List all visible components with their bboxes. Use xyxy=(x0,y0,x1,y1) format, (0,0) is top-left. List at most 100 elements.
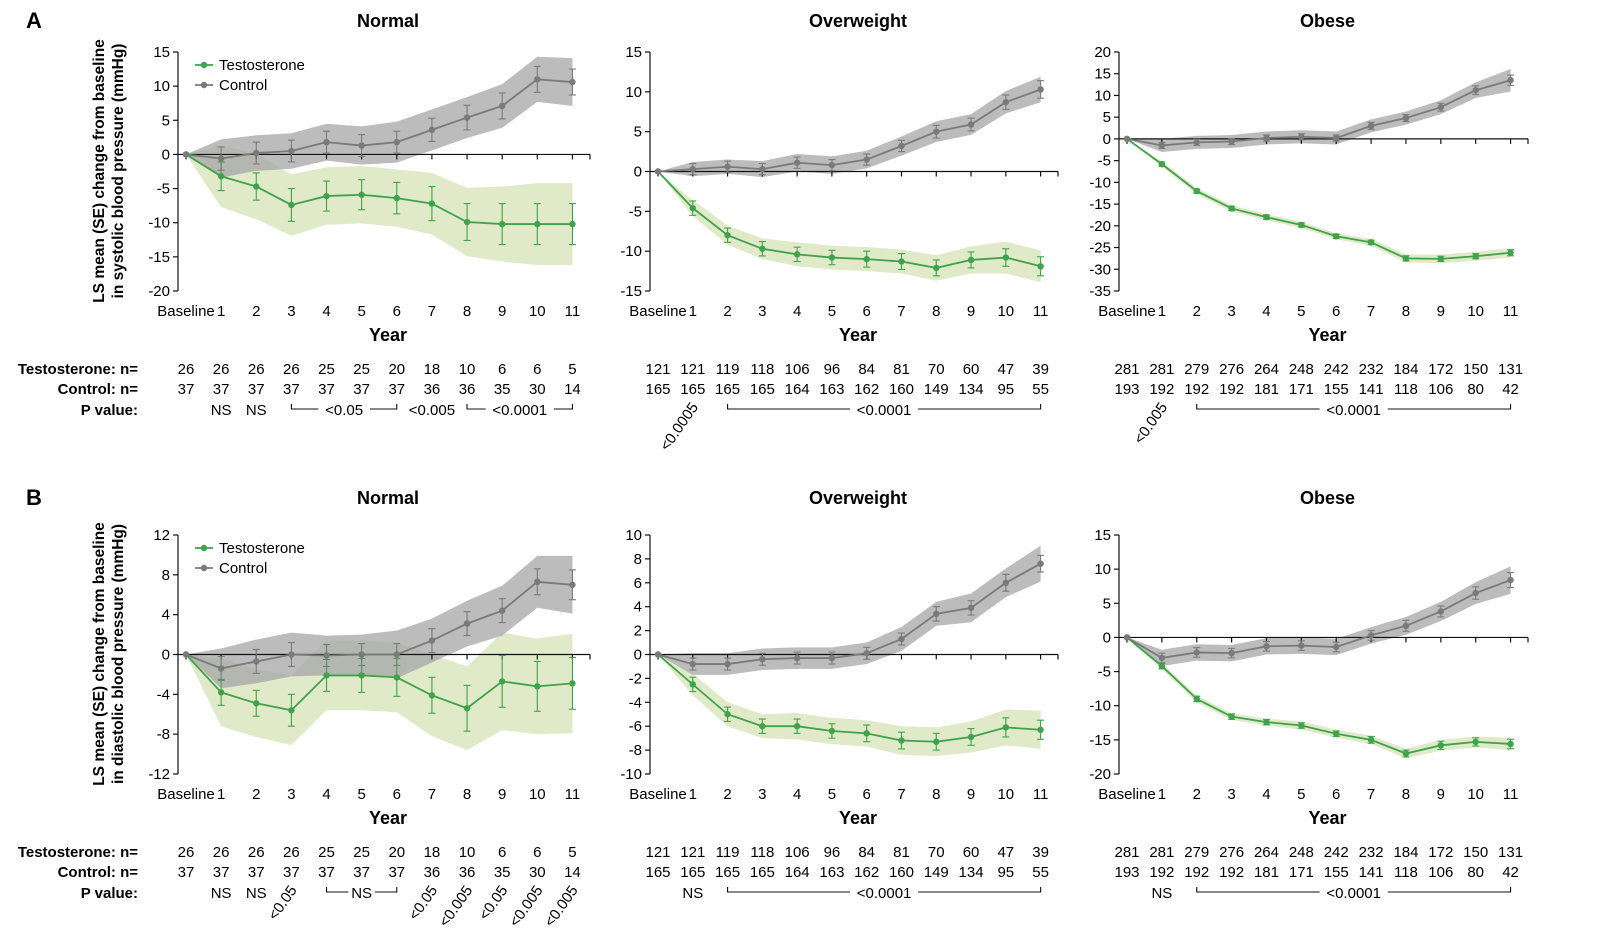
n-control: 165 xyxy=(645,381,670,398)
y-tick-label: 10 xyxy=(153,78,170,95)
x-tick-label: 6 xyxy=(393,303,401,320)
control-point xyxy=(1123,634,1131,641)
testosterone-point xyxy=(534,220,541,228)
y-tick-label: 4 xyxy=(162,607,170,624)
testosterone-point xyxy=(1472,253,1479,260)
control-se-band xyxy=(186,555,573,689)
control-point xyxy=(793,654,801,662)
y-tick-label: -20 xyxy=(148,283,170,300)
testosterone-point xyxy=(689,204,696,212)
n-testosterone: 281 xyxy=(1149,844,1174,861)
n-control: 164 xyxy=(785,864,810,881)
p-value-label: NS xyxy=(682,885,703,902)
x-tick-label: Baseline xyxy=(157,786,215,803)
n-control: 163 xyxy=(819,381,844,398)
x-tick-label: 4 xyxy=(793,303,801,320)
x-tick-label: 6 xyxy=(393,786,401,803)
n-control: 37 xyxy=(318,381,335,398)
n-control: 181 xyxy=(1254,864,1279,881)
legend-swatch-point xyxy=(200,544,208,552)
n-control: 80 xyxy=(1467,864,1484,881)
p-value-label: <0.0001 xyxy=(492,402,547,419)
n-testosterone: 25 xyxy=(318,844,335,861)
testosterone-point xyxy=(1193,187,1200,195)
testosterone-point xyxy=(828,727,836,735)
p-value-label: NS xyxy=(351,885,372,902)
testosterone-point xyxy=(1298,722,1305,729)
n-testosterone: 25 xyxy=(353,844,370,861)
x-tick-label: 5 xyxy=(828,303,836,320)
x-tick-label: 4 xyxy=(322,786,330,803)
testosterone-series-line xyxy=(185,653,573,712)
control-point xyxy=(323,652,330,659)
control-point xyxy=(1437,103,1445,111)
x-tick-label: 9 xyxy=(967,303,975,320)
testosterone-series-line xyxy=(1126,636,1511,755)
control-point xyxy=(863,650,870,657)
n-testosterone: 84 xyxy=(858,361,875,378)
testosterone-point xyxy=(1472,738,1479,746)
x-tick-label: 3 xyxy=(758,786,766,803)
n-control: 192 xyxy=(1219,381,1244,398)
subplot-overweight: Overweight -15 -10 -5 0 5 10 15 Baseline 1 2 3 4 5 6 7 8… xyxy=(620,11,1059,455)
n-control: 37 xyxy=(213,864,230,881)
x-tick-label: 10 xyxy=(529,303,546,320)
n-testosterone: 96 xyxy=(824,361,841,378)
testosterone-point xyxy=(1437,742,1445,749)
control-point xyxy=(1367,632,1375,639)
testosterone-point xyxy=(393,674,400,681)
testosterone-point xyxy=(863,255,870,263)
n-testosterone: 131 xyxy=(1498,361,1523,378)
y-tick-label: 15 xyxy=(625,44,642,61)
y-tick-label: 5 xyxy=(1103,595,1111,612)
n-testosterone: 118 xyxy=(750,361,774,378)
p-value-label: <0.0005 xyxy=(657,400,702,455)
n-testosterone: 281 xyxy=(1114,844,1139,861)
n-testosterone: 25 xyxy=(318,361,335,378)
n-control: 155 xyxy=(1324,381,1349,398)
control-point xyxy=(1507,576,1514,584)
control-point xyxy=(428,126,436,134)
x-tick-label: 4 xyxy=(793,786,801,803)
control-point xyxy=(1002,98,1010,106)
y-tick-label: 4 xyxy=(634,599,642,616)
control-point xyxy=(358,142,365,149)
testosterone-point xyxy=(463,705,471,712)
n-testosterone: 121 xyxy=(680,844,705,861)
x-tick-label: 8 xyxy=(463,786,471,803)
subplot-title: Normal xyxy=(357,11,419,31)
control-point xyxy=(898,635,905,643)
p-value-bracket xyxy=(1196,887,1320,893)
n-control: 95 xyxy=(997,381,1014,398)
control-point xyxy=(724,660,731,668)
n-control: 118 xyxy=(1394,381,1418,398)
legend-swatch-point xyxy=(200,564,208,572)
testosterone-point xyxy=(217,689,225,696)
panel-b: B LS mean (SE) change from baseline in dia… xyxy=(18,485,1529,931)
x-tick-label: Baseline xyxy=(157,303,215,320)
x-axis-label: Year xyxy=(369,325,407,345)
x-tick-label: 1 xyxy=(689,786,697,803)
control-series-line xyxy=(185,78,573,160)
testosterone-point xyxy=(1367,239,1375,246)
n-testosterone: 121 xyxy=(645,361,670,378)
p-value-label: NS xyxy=(246,402,267,419)
control-point xyxy=(534,578,541,586)
p-value-label: <0.005 xyxy=(436,883,476,931)
x-tick-label: 2 xyxy=(252,303,260,320)
control-se-band xyxy=(186,56,573,178)
control-point xyxy=(933,128,940,135)
testosterone-series-line xyxy=(657,653,1041,743)
control-point xyxy=(1263,134,1270,142)
y-tick-label: 12 xyxy=(153,527,170,544)
y-tick-label: 10 xyxy=(1094,87,1111,104)
n-control: 14 xyxy=(564,864,581,881)
n-control: 37 xyxy=(353,381,370,398)
testosterone-point xyxy=(1193,695,1200,703)
n-control: 134 xyxy=(959,864,984,881)
n-testosterone: 5 xyxy=(568,844,576,861)
n-control: 42 xyxy=(1502,381,1519,398)
x-tick-label: 1 xyxy=(217,786,225,803)
